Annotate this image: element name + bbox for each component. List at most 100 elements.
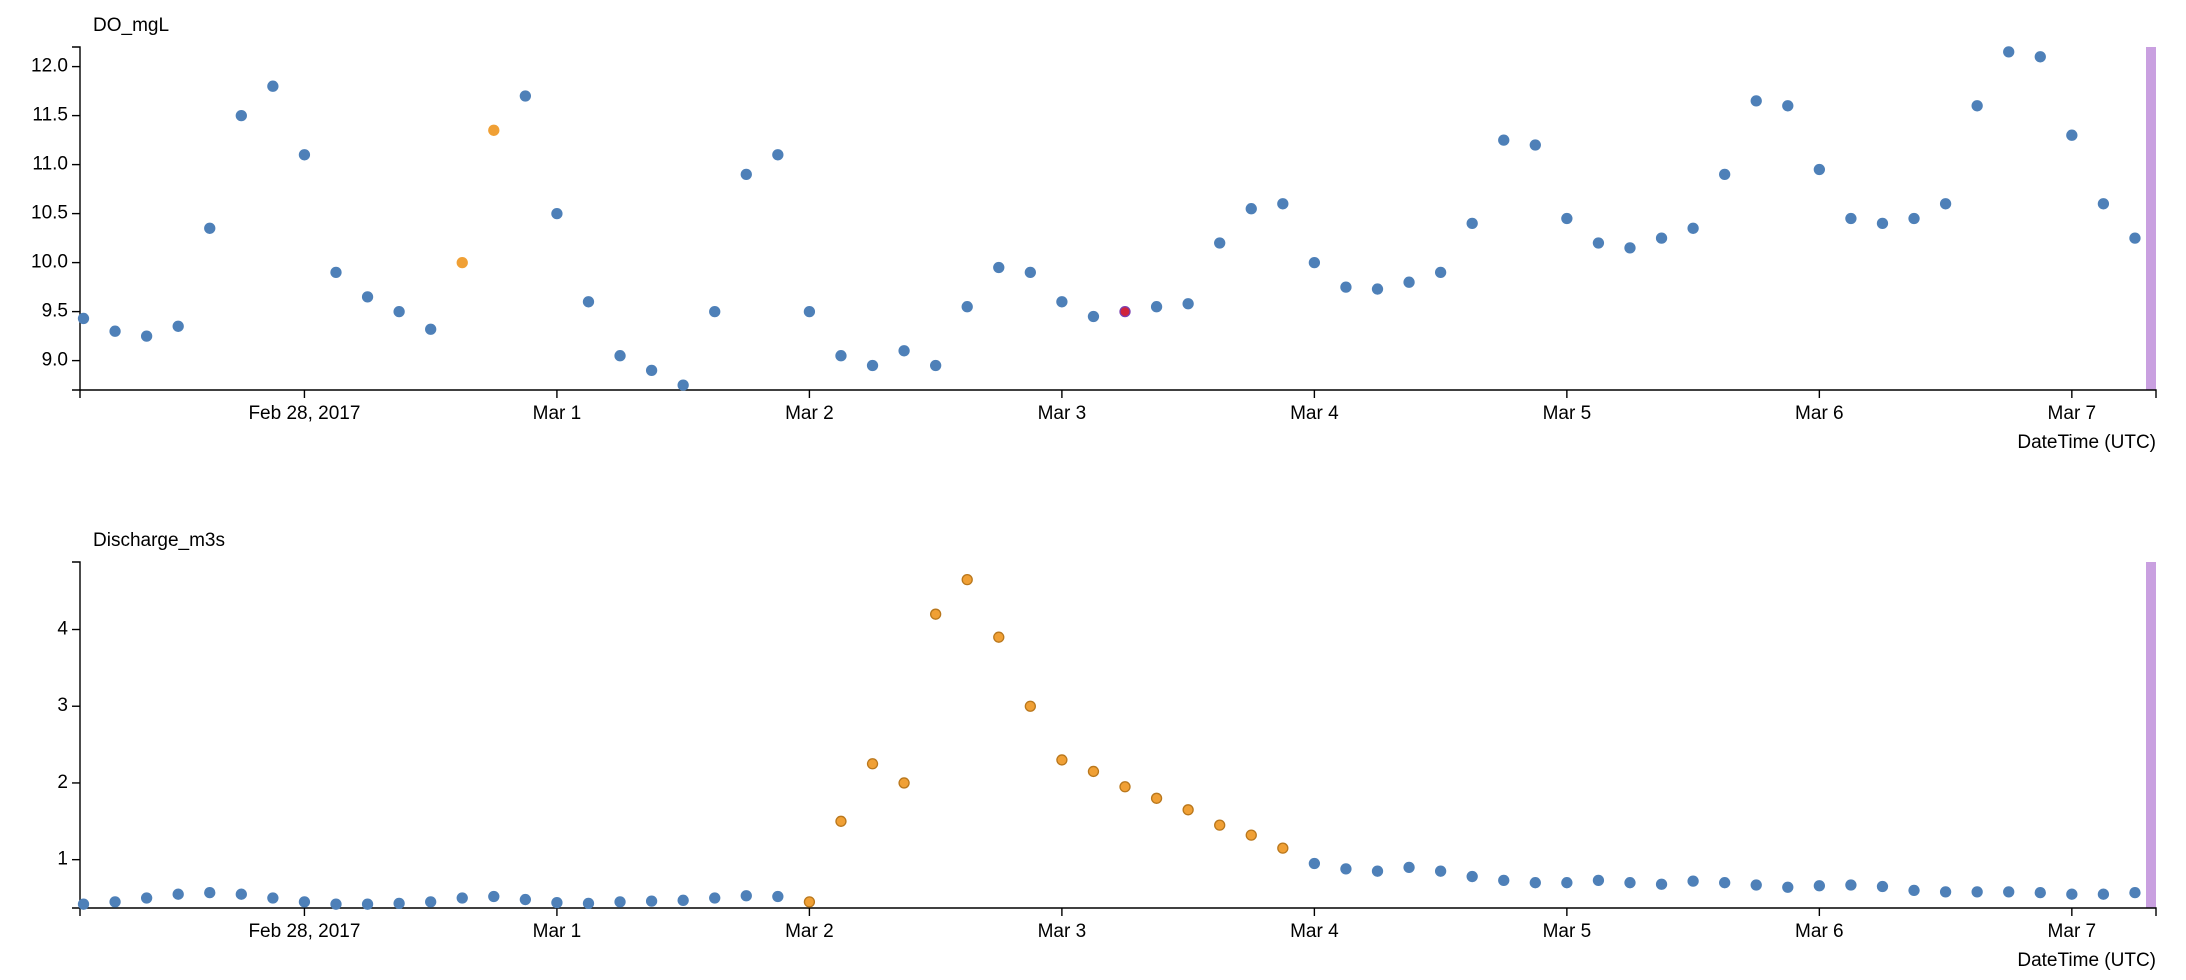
data-point bbox=[898, 345, 910, 357]
data-point bbox=[2003, 46, 2015, 58]
y-tick-label: 10.0 bbox=[31, 252, 68, 273]
data-point bbox=[1340, 281, 1352, 293]
data-point bbox=[645, 895, 658, 907]
data-point bbox=[677, 894, 689, 906]
data-point bbox=[1024, 266, 1036, 279]
data-point bbox=[1845, 879, 1857, 891]
y-tick-label: 9.5 bbox=[42, 301, 68, 322]
data-point bbox=[488, 124, 500, 136]
data-point bbox=[172, 320, 184, 332]
data-point bbox=[298, 896, 311, 908]
data-point bbox=[393, 897, 405, 910]
data-point bbox=[519, 90, 532, 102]
data-point bbox=[1277, 198, 1289, 210]
data-point bbox=[582, 897, 595, 910]
data-point bbox=[1939, 198, 1952, 210]
data-point bbox=[1119, 781, 1131, 793]
y-tick-label: 1 bbox=[57, 849, 68, 870]
data-point bbox=[772, 890, 784, 903]
y-axis-title: Discharge_m3s bbox=[93, 530, 225, 551]
x-axis-title: DateTime (UTC) bbox=[2017, 950, 2156, 971]
data-point bbox=[1277, 842, 1289, 854]
data-point bbox=[1876, 217, 1889, 230]
data-point bbox=[140, 892, 153, 904]
data-point bbox=[456, 256, 468, 269]
data-point bbox=[1119, 305, 1131, 318]
data-point bbox=[2034, 887, 2046, 899]
x-tick-label: Mar 7 bbox=[2048, 921, 2097, 942]
y-tick-label: 11.0 bbox=[32, 154, 68, 175]
data-point bbox=[551, 207, 563, 220]
data-point bbox=[1182, 298, 1194, 310]
data-point bbox=[1908, 212, 1920, 225]
data-point bbox=[109, 325, 121, 337]
y-tick-label: 10.5 bbox=[31, 203, 68, 224]
x-tick-label: Mar 2 bbox=[785, 403, 834, 424]
data-point bbox=[1939, 886, 1952, 898]
data-point bbox=[235, 888, 247, 900]
data-point bbox=[267, 892, 279, 904]
y-tick-label: 9.0 bbox=[42, 350, 68, 371]
x-tick-label: Mar 1 bbox=[533, 403, 582, 424]
data-point bbox=[803, 896, 816, 908]
data-point bbox=[709, 892, 721, 904]
range-handle bbox=[2146, 562, 2156, 908]
y-axis-line bbox=[72, 46, 81, 391]
data-point bbox=[1750, 95, 1762, 107]
data-point bbox=[1655, 878, 1668, 890]
x-tick-label: Feb 28, 2017 bbox=[248, 403, 360, 424]
y-axis-line bbox=[72, 561, 81, 909]
data-point bbox=[204, 222, 216, 234]
data-point bbox=[172, 888, 184, 900]
data-point bbox=[1971, 886, 1983, 898]
data-point bbox=[1813, 163, 1826, 176]
data-point bbox=[361, 291, 374, 303]
data-point bbox=[488, 890, 500, 903]
data-point bbox=[1655, 232, 1668, 244]
data-point bbox=[1340, 863, 1352, 875]
data-point bbox=[2003, 886, 2015, 898]
data-point bbox=[393, 305, 405, 318]
data-point bbox=[582, 296, 595, 308]
y-tick-label: 12.0 bbox=[31, 56, 68, 77]
data-point bbox=[740, 890, 752, 902]
data-point bbox=[1056, 754, 1068, 766]
data-point bbox=[1529, 139, 1541, 151]
y-tick-label: 3 bbox=[57, 695, 68, 716]
data-point bbox=[2066, 129, 2078, 141]
data-point bbox=[1529, 877, 1541, 889]
x-tick-label: Mar 6 bbox=[1795, 921, 1844, 942]
data-point bbox=[298, 149, 311, 161]
data-point bbox=[1214, 237, 1226, 249]
y-tick-label: 2 bbox=[57, 772, 68, 793]
data-point bbox=[1150, 301, 1163, 313]
x-tick-label: Mar 3 bbox=[1038, 921, 1087, 942]
data-point bbox=[772, 149, 784, 161]
data-point bbox=[2129, 232, 2141, 244]
data-point bbox=[1434, 865, 1447, 877]
data-point bbox=[993, 631, 1005, 643]
x-tick-label: Mar 4 bbox=[1290, 403, 1339, 424]
data-point bbox=[109, 896, 121, 908]
data-point bbox=[1876, 880, 1889, 893]
data-point bbox=[1150, 792, 1163, 804]
data-point bbox=[204, 887, 216, 899]
data-point bbox=[866, 359, 879, 372]
data-point bbox=[2097, 198, 2110, 210]
data-point bbox=[519, 893, 532, 906]
data-point bbox=[1750, 879, 1762, 891]
data-point bbox=[2066, 888, 2078, 900]
data-point bbox=[1561, 212, 1573, 225]
data-point bbox=[1687, 222, 1699, 234]
data-point bbox=[77, 312, 90, 325]
data-point bbox=[1782, 881, 1794, 893]
data-point bbox=[614, 896, 626, 908]
data-point bbox=[140, 330, 153, 342]
x-tick-label: Mar 7 bbox=[2048, 403, 2097, 424]
data-point bbox=[993, 261, 1005, 274]
x-tick-label: Mar 3 bbox=[1038, 403, 1087, 424]
data-point bbox=[740, 168, 752, 181]
x-tick-label: Mar 5 bbox=[1543, 403, 1592, 424]
data-point bbox=[456, 892, 468, 904]
